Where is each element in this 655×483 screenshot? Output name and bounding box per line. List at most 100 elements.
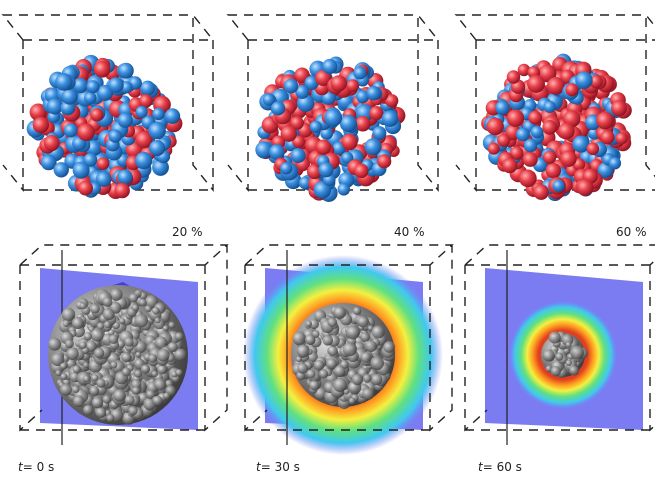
particle: [165, 108, 181, 124]
grain-bump: [132, 387, 140, 395]
particle: [596, 112, 614, 130]
particle: [616, 132, 628, 144]
particle: [552, 180, 564, 192]
particle: [316, 140, 331, 155]
grain-bump: [323, 335, 334, 346]
particle: [64, 123, 78, 137]
grain-bump: [163, 325, 169, 331]
grain-bump: [365, 340, 377, 352]
grain-bump: [79, 341, 87, 349]
grain-bump: [102, 395, 111, 404]
particle: [523, 152, 538, 167]
grain-bump: [103, 308, 115, 320]
particle: [77, 123, 95, 141]
particle: [341, 134, 357, 150]
grain-bump: [157, 365, 167, 375]
particle: [281, 125, 297, 141]
grain-bump: [370, 356, 384, 370]
particle: [533, 184, 549, 200]
particle: [330, 75, 346, 91]
particle: [322, 59, 337, 74]
particle: [135, 152, 152, 169]
particle: [291, 148, 306, 163]
particle: [546, 163, 562, 179]
time-label: t= 30 s: [256, 460, 300, 474]
particle: [118, 170, 133, 185]
grain-bump: [121, 352, 131, 362]
grain-bump: [125, 395, 135, 405]
grain-bump: [292, 332, 305, 345]
grain-bump: [94, 348, 105, 359]
particle: [611, 100, 627, 116]
grain-bump: [362, 388, 374, 400]
particle: [524, 139, 538, 153]
grain-bump: [551, 366, 562, 377]
grain-bump: [80, 303, 87, 310]
grain-bump: [91, 329, 104, 342]
grain-bump: [141, 364, 150, 373]
grain-bump: [153, 396, 163, 406]
particle: [565, 83, 578, 96]
grain-bump: [60, 373, 67, 380]
particle: [152, 108, 164, 120]
grain-bump: [139, 299, 147, 307]
particle: [382, 110, 399, 127]
particle: [33, 117, 49, 133]
particle: [560, 150, 576, 166]
grain-bump: [566, 360, 572, 366]
grain-bump: [167, 342, 177, 352]
grain-bump: [349, 398, 356, 405]
grain-bump: [48, 338, 61, 351]
particle: [497, 134, 510, 147]
particle: [516, 128, 530, 142]
particle: [318, 162, 333, 177]
particle: [86, 80, 99, 93]
grain-bump: [84, 332, 92, 340]
particle: [355, 116, 371, 132]
particle: [149, 140, 165, 156]
grain-bump: [135, 352, 141, 358]
particle: [577, 179, 594, 196]
grain-bump: [309, 380, 319, 390]
particle: [543, 151, 556, 164]
grain-bump: [543, 349, 555, 361]
grain-bump: [55, 370, 61, 376]
particle: [544, 101, 556, 113]
grain-bump: [363, 374, 372, 383]
grain-bump: [175, 369, 182, 376]
grain-bump: [122, 367, 131, 376]
particle: [97, 157, 110, 170]
particle: [54, 162, 69, 177]
grain-bump: [109, 334, 119, 344]
particle: [96, 171, 112, 187]
grain-bump: [90, 304, 100, 314]
grain-bump: [570, 346, 584, 360]
particle: [507, 109, 524, 126]
particle: [354, 66, 367, 79]
grain-bump: [155, 317, 161, 323]
grain-bump: [96, 379, 105, 388]
particle: [488, 143, 500, 155]
fraction-label: 40 %: [394, 225, 425, 239]
grain-bump: [333, 306, 346, 319]
particle: [284, 79, 299, 94]
grain-bump: [360, 332, 370, 342]
panels: [3, 15, 655, 455]
particle: [108, 77, 124, 93]
grain-bump: [357, 316, 368, 327]
particle: [148, 122, 165, 139]
particle: [547, 77, 565, 95]
grain-bump: [148, 354, 157, 363]
grain-bump: [119, 318, 125, 324]
particle: [346, 79, 359, 92]
grain-bump: [555, 353, 563, 361]
grain-bump: [306, 369, 315, 378]
particle: [495, 101, 509, 115]
grain-bump: [328, 317, 337, 326]
grain-bump: [154, 378, 166, 390]
particle: [558, 123, 575, 140]
grain-bump: [63, 320, 70, 327]
grain-bump: [132, 304, 139, 311]
particle: [269, 144, 285, 160]
particle: [94, 61, 111, 78]
